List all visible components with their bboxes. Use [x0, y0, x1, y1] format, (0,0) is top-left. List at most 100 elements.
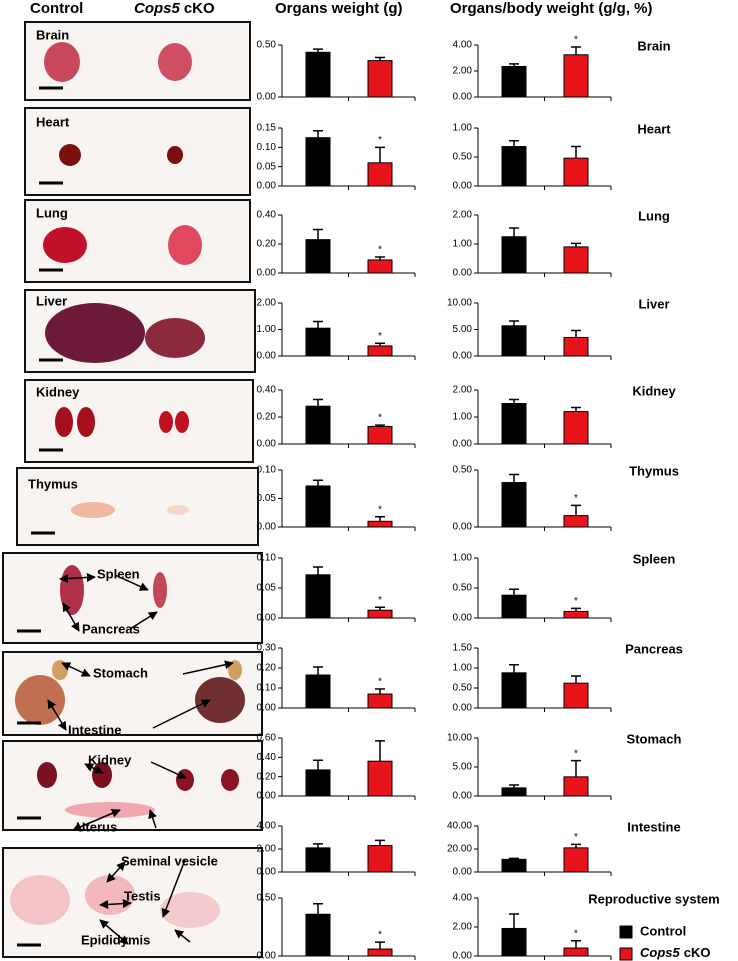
- bar: [563, 54, 589, 98]
- header-suffix: cKO: [184, 0, 215, 17]
- error-bar: [313, 228, 323, 240]
- significance-mark: *: [574, 35, 578, 46]
- organ-image: [168, 225, 202, 265]
- error-bar: [509, 140, 519, 147]
- y-tick-label: 0.00: [257, 522, 277, 533]
- error-bar: [313, 903, 323, 915]
- bar: [501, 65, 527, 98]
- error-bar: [509, 473, 519, 483]
- significance-mark: *: [574, 493, 578, 504]
- error-bar: [571, 242, 581, 247]
- organ-image: [176, 769, 194, 791]
- y-tick-label: 0.60: [257, 733, 277, 744]
- legend-swatch: [619, 925, 633, 939]
- y-tick-label: 0.50: [453, 683, 473, 694]
- y-tick-label: 0.05: [257, 161, 277, 172]
- y-tick-label: 0.40: [257, 752, 277, 763]
- organ-image: [77, 407, 95, 437]
- error-bar: [375, 146, 385, 163]
- bar: [367, 425, 393, 445]
- column-header: Control: [30, 0, 83, 17]
- chart-title: Intestine: [627, 819, 680, 834]
- y-tick-label: 0.00: [453, 791, 473, 802]
- significance-mark: *: [378, 677, 382, 688]
- photo-label: Uterus: [76, 819, 117, 834]
- bar: [501, 672, 527, 709]
- bar: [367, 162, 393, 187]
- bar: [305, 405, 331, 445]
- column-header: Organs weight (g): [275, 0, 403, 17]
- significance-mark: *: [574, 748, 578, 759]
- arrow: [99, 919, 129, 945]
- y-tick-label: 4.00: [257, 821, 277, 832]
- column-header: Organs/body weight (g/g, %): [450, 0, 653, 17]
- bar: [367, 259, 393, 274]
- y-tick-label: 0.10: [257, 683, 277, 694]
- y-tick-label: 1.50: [453, 643, 473, 654]
- y-tick-label: 0.00: [453, 439, 473, 450]
- y-tick-label: 5.00: [453, 762, 473, 773]
- arrow: [129, 611, 158, 630]
- bar: [305, 51, 331, 98]
- chart-title: Brain: [637, 38, 670, 53]
- arrow: [182, 660, 234, 675]
- organ-image: [153, 572, 167, 608]
- organ-image: [160, 892, 220, 928]
- error-bar: [571, 759, 581, 777]
- error-bar: [375, 56, 385, 61]
- y-tick-label: 0.15: [257, 123, 277, 134]
- arrow: [106, 861, 126, 883]
- y-tick-label: 0.40: [257, 210, 277, 221]
- y-tick-label: 0.00: [453, 522, 473, 533]
- error-bar: [571, 940, 581, 949]
- bar: [305, 239, 331, 274]
- organ-image: [159, 411, 173, 433]
- bar: [305, 674, 331, 709]
- arrow: [84, 763, 104, 774]
- bar: [501, 236, 527, 274]
- error-bar: [571, 607, 581, 612]
- error-bar: [375, 606, 385, 611]
- error-bar: [571, 406, 581, 412]
- y-tick-label: 2.00: [453, 922, 473, 933]
- organ-image: [10, 875, 70, 925]
- y-tick-label: 0.20: [257, 771, 277, 782]
- bar: [501, 927, 527, 957]
- organ-image: [221, 769, 239, 791]
- significance-mark: *: [378, 504, 382, 515]
- error-bar: [313, 398, 323, 407]
- arrow: [99, 899, 132, 909]
- y-tick-label: 0.00: [453, 92, 473, 103]
- arrow: [174, 929, 191, 943]
- y-tick-label: 1.00: [453, 412, 473, 423]
- y-tick-label: 0.50: [453, 152, 473, 163]
- y-tick-label: 1.00: [453, 123, 473, 134]
- error-bar: [313, 566, 323, 575]
- photo-label: Spleen: [97, 566, 140, 581]
- bar: [367, 609, 393, 619]
- error-bar: [375, 839, 385, 846]
- bar: [305, 485, 331, 528]
- error-bar: [571, 843, 581, 848]
- y-tick-label: 0.00: [257, 351, 277, 362]
- y-tick-label: 2.00: [257, 844, 277, 855]
- y-tick-label: 0.10: [257, 142, 277, 153]
- y-tick-label: 0.10: [257, 553, 277, 564]
- organ-image: [37, 762, 57, 788]
- organ-image: [158, 43, 192, 81]
- significance-mark: *: [378, 245, 382, 256]
- photo-panel: [16, 467, 259, 546]
- bar: [563, 515, 589, 528]
- bar: [367, 948, 393, 957]
- y-tick-label: 1.00: [453, 553, 473, 564]
- error-bar: [375, 688, 385, 694]
- organ-image: [45, 303, 145, 363]
- bar: [305, 913, 331, 957]
- organ-image: [55, 407, 73, 437]
- error-bar: [509, 784, 519, 788]
- legend-label: Control: [640, 923, 686, 938]
- photo-label: Kidney: [88, 752, 132, 767]
- arrow: [47, 699, 67, 731]
- error-bar: [509, 398, 519, 404]
